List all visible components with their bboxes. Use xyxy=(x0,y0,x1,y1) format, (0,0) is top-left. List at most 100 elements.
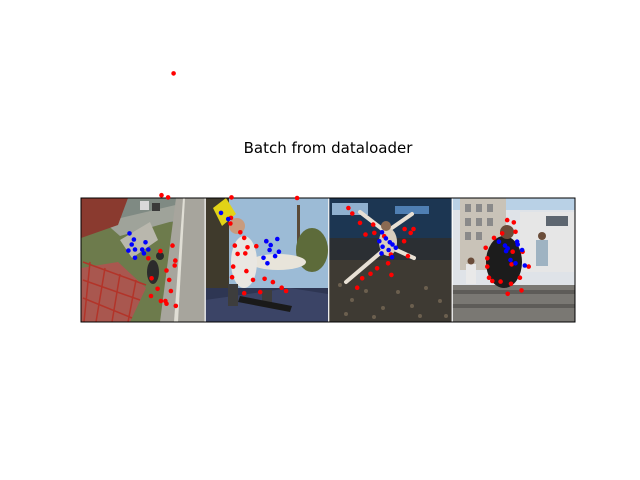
keypoint-marker xyxy=(402,226,407,232)
keypoint-marker xyxy=(148,293,154,299)
keypoint-marker xyxy=(265,261,270,266)
keypoint-marker xyxy=(173,258,178,263)
keypoint-marker xyxy=(270,279,276,285)
keypoint-marker xyxy=(127,231,132,236)
keypoint-marker xyxy=(368,271,373,277)
keypoint-marker xyxy=(405,253,411,259)
keypoint-marker xyxy=(158,298,164,304)
keypoint-marker xyxy=(383,236,389,241)
keypoint-marker xyxy=(393,245,399,251)
keypoint-marker xyxy=(283,288,289,294)
keypoint-marker xyxy=(522,263,528,268)
keypoint-marker xyxy=(168,288,174,294)
keypoint-marker xyxy=(159,192,164,198)
keypoint-marker xyxy=(229,274,235,280)
keypoint-marker xyxy=(158,248,163,254)
keypoint-marker xyxy=(509,262,514,267)
keypoint-marker xyxy=(504,217,510,223)
keypoint-marker xyxy=(238,230,243,235)
figure-title: Batch from dataloader xyxy=(244,139,414,157)
keypoint-marker xyxy=(515,242,520,247)
keypoint-marker xyxy=(380,244,385,249)
keypoint-marker xyxy=(230,264,236,269)
keypoint-marker xyxy=(132,247,138,252)
keypoint-marker xyxy=(268,242,274,248)
keypoint-marker xyxy=(499,231,505,236)
keypoint-marker xyxy=(232,243,238,248)
keypoint-marker xyxy=(490,278,495,284)
keypoint-marker xyxy=(131,237,137,242)
keypoint-marker xyxy=(357,220,363,226)
tile-separator xyxy=(204,198,206,322)
keypoint-marker xyxy=(253,243,259,249)
keypoint-marker xyxy=(519,288,524,293)
keypoint-marker xyxy=(498,279,503,284)
keypoint-marker xyxy=(359,276,365,281)
image-tile-2 xyxy=(205,198,328,322)
keypoint-marker xyxy=(519,247,525,253)
axes-frame xyxy=(80,197,576,323)
keypoint-marker xyxy=(229,195,234,200)
keypoint-marker xyxy=(244,268,249,274)
keypoint-marker xyxy=(170,243,175,248)
tile-separator xyxy=(328,198,330,322)
keypoint-marker xyxy=(171,71,176,76)
keypoint-marker xyxy=(486,275,492,281)
keypoint-marker xyxy=(225,216,231,222)
keypoint-marker xyxy=(513,229,518,235)
keypoint-marker xyxy=(276,249,282,254)
keypoint-marker xyxy=(173,303,179,309)
image-tile-1 xyxy=(81,198,205,322)
keypoint-marker xyxy=(243,251,248,256)
keypoint-marker xyxy=(132,255,138,261)
keypoint-marker xyxy=(261,255,266,261)
keypoint-marker xyxy=(245,245,250,250)
keypoint-marker xyxy=(385,261,391,266)
keypoint-marker xyxy=(235,251,240,257)
keypoint-marker xyxy=(166,277,172,283)
keypoint-marker xyxy=(272,253,278,259)
keypoint-layer xyxy=(126,71,531,309)
keypoint-marker xyxy=(294,195,300,201)
keypoint-marker xyxy=(275,236,280,242)
keypoint-marker xyxy=(164,268,169,273)
keypoint-marker xyxy=(163,298,168,304)
keypoint-marker xyxy=(139,247,145,252)
keypoint-marker xyxy=(496,239,502,244)
keypoint-marker xyxy=(379,251,384,256)
keypoint-marker xyxy=(508,257,513,263)
keypoint-marker xyxy=(228,221,233,226)
keypoint-marker xyxy=(508,281,514,287)
keypoint-marker xyxy=(379,230,385,235)
image-strip xyxy=(81,198,575,322)
keypoint-marker xyxy=(377,238,382,244)
keypoint-marker xyxy=(172,263,177,268)
keypoint-marker xyxy=(257,289,263,295)
keypoint-marker xyxy=(491,235,497,241)
keypoint-marker xyxy=(408,230,414,236)
keypoint-marker xyxy=(374,266,380,271)
keypoint-marker xyxy=(350,211,355,216)
tile-separator xyxy=(451,198,453,322)
keypoint-marker xyxy=(346,205,351,211)
keypoint-marker xyxy=(389,272,394,278)
keypoint-marker xyxy=(149,276,154,281)
keypoint-marker xyxy=(505,291,511,297)
keypoint-marker xyxy=(389,254,395,260)
keypoint-marker xyxy=(517,275,523,281)
keypoint-marker xyxy=(241,235,247,241)
keypoint-marker xyxy=(386,247,391,253)
keypoint-marker xyxy=(267,247,272,253)
keypoint-marker xyxy=(370,222,376,227)
keypoint-marker xyxy=(483,245,489,251)
keypoint-marker xyxy=(126,248,131,253)
keypoint-marker xyxy=(354,285,360,291)
keypoint-marker xyxy=(526,264,531,269)
image-tile-3 xyxy=(328,198,452,322)
keypoint-marker xyxy=(390,242,395,247)
keypoint-marker xyxy=(401,238,407,244)
keypoint-marker xyxy=(218,210,224,216)
keypoint-marker xyxy=(264,238,269,244)
keypoint-marker xyxy=(503,248,509,254)
